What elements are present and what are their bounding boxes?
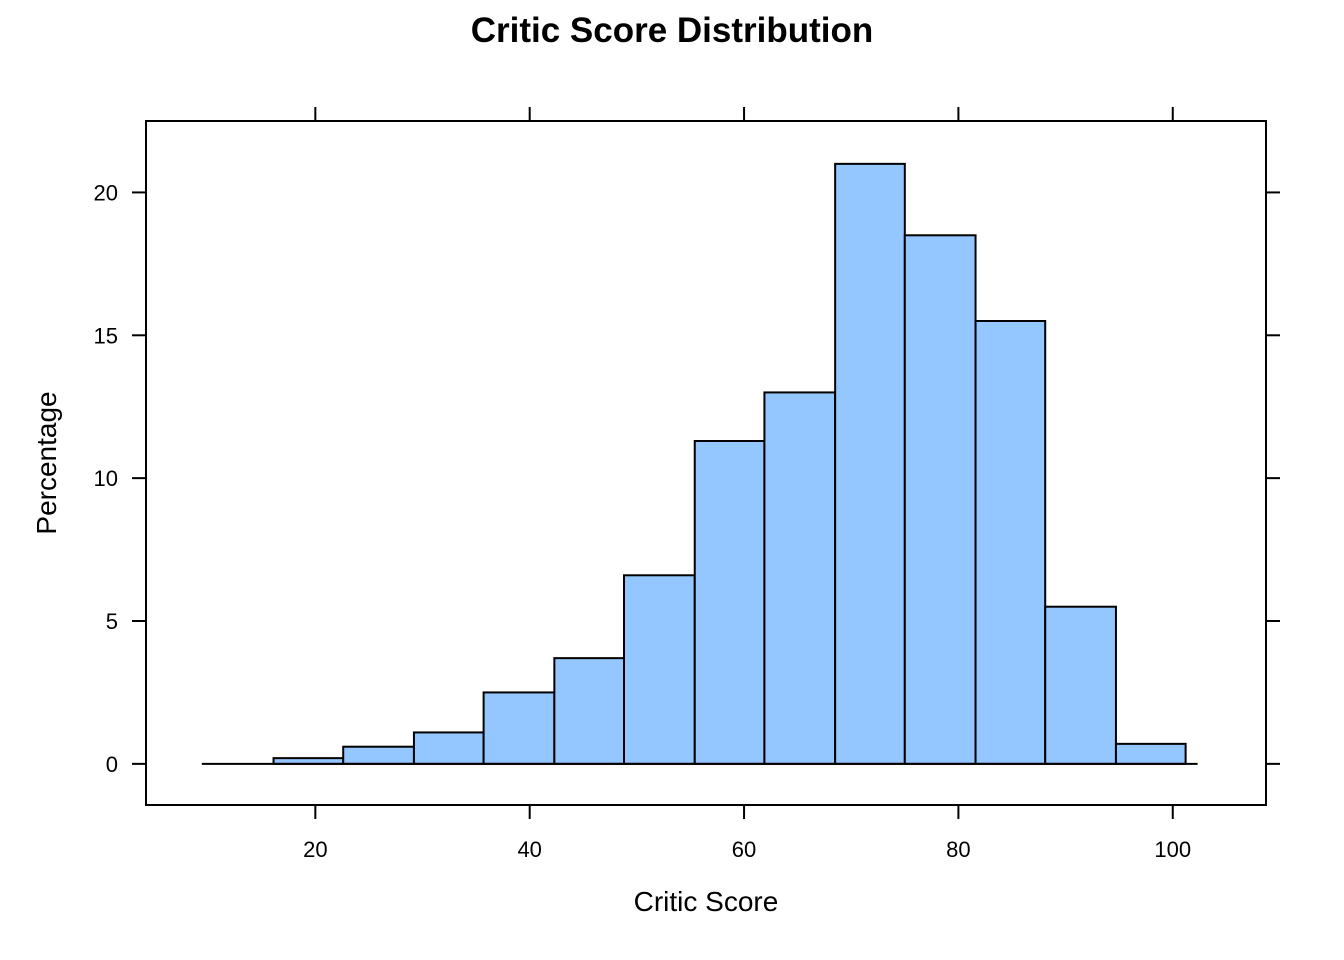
histogram-bar [763,391,837,765]
x-tick-label: 80 [946,837,970,862]
y-tick-label: 10 [94,466,118,491]
histogram-bar [903,234,977,765]
histogram-bar [342,745,415,765]
histogram-bar [412,731,485,765]
bars-group [272,162,1187,765]
y-tick-label: 15 [94,323,118,348]
y-tick-label: 5 [106,609,118,634]
y-tick-label: 0 [106,752,118,777]
x-axis-label: Critic Score [634,886,779,917]
x-tick-label: 20 [303,837,327,862]
y-tick-label: 20 [94,180,118,205]
plot-frame [145,120,1267,806]
x-tick-label: 40 [517,837,541,862]
histogram-bar [974,320,1047,765]
axis-ticks: 20 40 60 80 100 0 5 10 15 20 [94,107,1280,862]
y-axis-label: Percentage [31,391,62,534]
histogram-bar [482,691,556,765]
x-tick-label: 100 [1154,837,1191,862]
histogram-bar [1044,605,1117,765]
histogram-bar [553,657,626,765]
histogram-bar [1114,742,1187,765]
histogram-bar [623,574,696,765]
x-tick-label: 60 [732,837,756,862]
chart-title: Critic Score Distribution [471,11,874,50]
histogram-bar [693,440,766,765]
histogram-bar [834,162,906,765]
